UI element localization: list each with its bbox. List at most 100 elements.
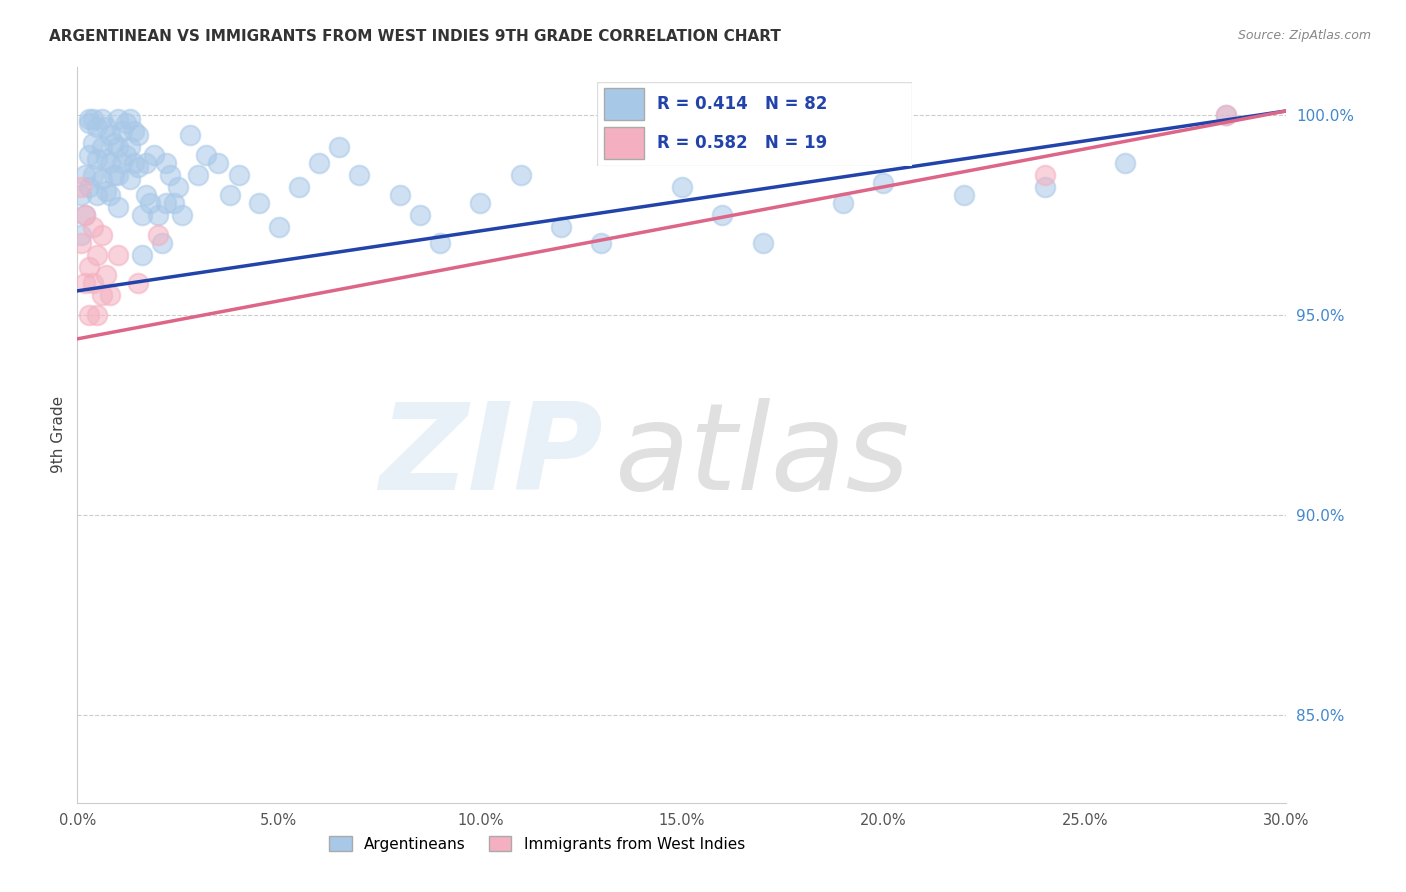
Point	[79, 260, 101, 274]
Point	[122, 156, 145, 170]
Point	[872, 176, 894, 190]
Point	[146, 208, 169, 222]
Point	[70, 180, 93, 194]
Point	[832, 195, 855, 210]
Point	[75, 276, 97, 290]
Point	[409, 208, 432, 222]
Point	[79, 180, 101, 194]
Point	[127, 128, 149, 142]
Point	[82, 168, 104, 182]
Point	[103, 136, 125, 150]
Point	[82, 219, 104, 234]
Point	[146, 227, 169, 242]
Point	[267, 219, 290, 234]
Point	[135, 187, 157, 202]
Point	[131, 248, 153, 262]
Point	[114, 116, 136, 130]
Text: ZIP: ZIP	[380, 399, 603, 516]
Point	[127, 160, 149, 174]
Point	[228, 168, 250, 182]
Point	[98, 187, 121, 202]
Point	[671, 180, 693, 194]
Point	[953, 187, 976, 202]
Point	[1215, 108, 1237, 122]
Point	[86, 187, 108, 202]
Point	[207, 156, 229, 170]
Point	[98, 288, 121, 302]
Point	[591, 235, 613, 250]
Point	[751, 235, 773, 250]
Point	[94, 268, 117, 282]
Point	[159, 168, 181, 182]
Point	[94, 184, 117, 198]
Text: atlas: atlas	[616, 399, 911, 516]
Point	[247, 195, 270, 210]
Point	[107, 200, 129, 214]
Point	[79, 112, 101, 126]
Point	[111, 124, 134, 138]
Point	[1215, 108, 1237, 122]
Point	[179, 128, 201, 142]
Point	[86, 248, 108, 262]
Point	[114, 148, 136, 162]
Point	[509, 168, 531, 182]
Point	[388, 187, 411, 202]
Point	[195, 148, 218, 162]
Point	[127, 276, 149, 290]
Point	[118, 140, 141, 154]
Point	[308, 156, 330, 170]
Point	[1114, 156, 1136, 170]
Text: Source: ZipAtlas.com: Source: ZipAtlas.com	[1237, 29, 1371, 42]
Point	[75, 208, 97, 222]
Point	[429, 235, 451, 250]
Point	[711, 208, 734, 222]
Point	[82, 136, 104, 150]
Point	[79, 116, 101, 130]
Point	[107, 168, 129, 182]
Point	[82, 276, 104, 290]
Point	[90, 288, 112, 302]
Point	[107, 140, 129, 154]
Point	[90, 227, 112, 242]
Point	[155, 195, 177, 210]
Point	[118, 172, 141, 186]
Point	[90, 140, 112, 154]
Point	[167, 180, 190, 194]
Point	[94, 120, 117, 134]
Y-axis label: 9th Grade: 9th Grade	[51, 396, 66, 474]
Point	[103, 168, 125, 182]
Point	[155, 156, 177, 170]
Point	[349, 168, 371, 182]
Point	[86, 308, 108, 322]
Point	[70, 187, 93, 202]
Point	[107, 248, 129, 262]
Point	[118, 112, 141, 126]
Point	[111, 156, 134, 170]
Point	[550, 219, 572, 234]
Point	[75, 168, 97, 182]
Point	[75, 208, 97, 222]
Point	[172, 208, 194, 222]
Point	[82, 112, 104, 126]
Point	[288, 180, 311, 194]
Point	[79, 308, 101, 322]
Point	[70, 235, 93, 250]
Point	[98, 128, 121, 142]
Point	[131, 208, 153, 222]
Point	[86, 152, 108, 166]
Point	[139, 195, 162, 210]
Point	[187, 168, 209, 182]
Point	[328, 140, 350, 154]
Point	[135, 156, 157, 170]
Point	[86, 120, 108, 134]
Point	[142, 148, 165, 162]
Point	[90, 112, 112, 126]
Point	[107, 112, 129, 126]
Point	[1033, 168, 1056, 182]
Point	[1033, 180, 1056, 194]
Point	[94, 152, 117, 166]
Point	[70, 227, 93, 242]
Point	[79, 148, 101, 162]
Point	[90, 172, 112, 186]
Point	[163, 195, 186, 210]
